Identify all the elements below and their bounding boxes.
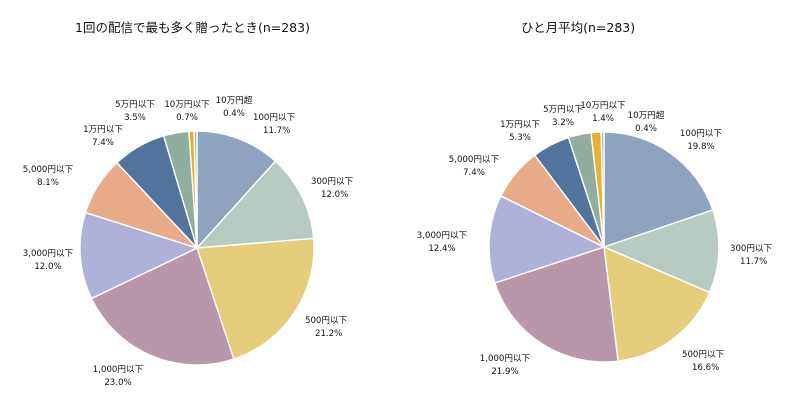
slice-label: 1,000円以下 (480, 353, 531, 364)
slice-value: 11.7% (263, 126, 290, 136)
pie-chart-monthly-average: ひと月平均(n=283) 100円以下 19.8% 300円以下 11.7% 500円以… (400, 0, 800, 413)
slice-label: 5,000円以下 (23, 164, 74, 175)
slice-value: 3.5% (124, 113, 146, 123)
slice-value: 12.0% (34, 262, 61, 272)
slice-value: 11.7% (740, 257, 767, 267)
slice-label: 10万円超 (216, 94, 253, 106)
pie-slice (603, 131, 714, 248)
slice-value: 23.0% (104, 378, 131, 388)
slice-label: 10万円以下 (164, 99, 210, 110)
slice-value: 5.3% (509, 133, 531, 143)
pie-chart-most-per-stream: 1回の配信で最も多く贈ったとき(n=283) 100円以下 11.7% 300円以下… (23, 20, 354, 388)
slice-label: 10万円以下 (580, 100, 626, 111)
slice-value: 7.4% (463, 168, 485, 178)
slice-label: 3,000円以下 (23, 248, 74, 259)
pie-slice (493, 246, 619, 363)
slice-label: 3,000円以下 (417, 230, 468, 241)
slice-label: 500円以下 (682, 349, 725, 360)
pie-slice (603, 245, 711, 362)
pie-slice (193, 130, 198, 249)
slice-label: 100円以下 (253, 112, 296, 123)
pie-slice (600, 131, 605, 248)
slice-value: 16.6% (692, 363, 719, 373)
pie-slice (195, 160, 315, 249)
pie-slice (602, 209, 720, 294)
slice-value: 3.2% (552, 118, 574, 128)
slice-value: 1.4% (592, 114, 614, 124)
slice-label: 5,000円以下 (449, 154, 500, 165)
pie-slice (90, 247, 235, 366)
slice-value: 12.4% (428, 244, 455, 254)
slice-value: 21.2% (315, 329, 342, 339)
slice-value: 7.4% (92, 138, 114, 148)
slice-value: 0.4% (223, 109, 245, 119)
slice-label: 5万円以下 (543, 104, 583, 115)
slice-label: 5万円以下 (115, 99, 155, 110)
slice-label: 1,000円以下 (93, 364, 144, 375)
slice-label: 100円以下 (680, 128, 723, 139)
pie-plot: 100円以下 19.8% 300円以下 11.7% 500円以下 16.6% 1,000円以… (417, 100, 773, 377)
pie-plot: 100円以下 11.7% 300円以下 12.0% 500円以下 21.2% 1,000円以… (23, 94, 354, 388)
slice-value: 21.9% (491, 367, 518, 377)
slice-value: 0.4% (635, 124, 657, 134)
pie-slice (79, 211, 199, 300)
slice-label: 1万円以下 (83, 124, 123, 135)
slice-value: 8.1% (37, 178, 59, 188)
chart-title: ひと月平均(n=283) (521, 20, 636, 35)
slice-label: 1万円以下 (500, 119, 540, 130)
slice-label: 300円以下 (730, 243, 773, 254)
slice-value: 0.7% (176, 113, 198, 123)
chart-title: 1回の配信で最も多く贈ったとき(n=283) (75, 20, 310, 35)
slice-value: 19.8% (687, 142, 714, 152)
pie-slice (196, 237, 315, 360)
slice-value: 12.0% (321, 190, 348, 200)
pie-slice (196, 130, 277, 250)
slice-label: 10万円超 (628, 109, 665, 121)
pie-slice (488, 195, 606, 284)
slice-label: 300円以下 (311, 176, 354, 187)
slice-label: 500円以下 (305, 315, 348, 326)
